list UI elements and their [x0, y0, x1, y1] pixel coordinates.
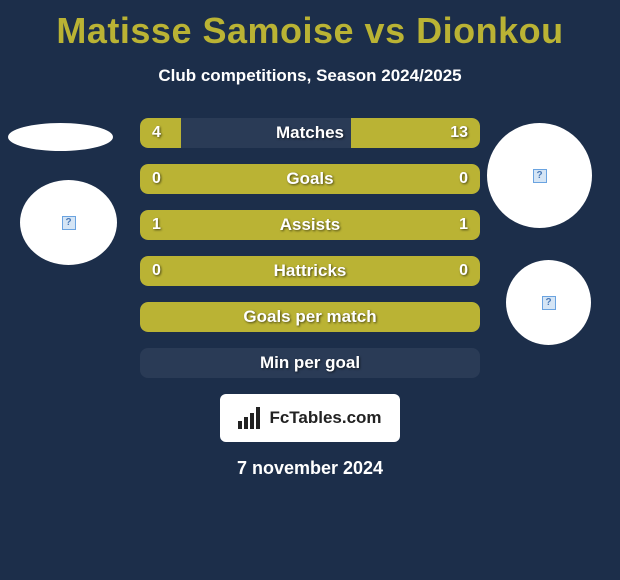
placeholder-icon: ? [533, 169, 547, 183]
stat-label: Assists [140, 210, 480, 240]
avatar-left-badge: ? [20, 180, 117, 265]
comparison-bars: 413Matches 00Goals 11Assists 00Hattricks Goa… [140, 118, 480, 378]
footer-date: 7 november 2024 [0, 458, 620, 479]
stat-label: Matches [140, 118, 480, 148]
stat-row: 11Assists [140, 210, 480, 240]
page-title: Matisse Samoise vs Dionkou [0, 0, 620, 52]
stat-label: Min per goal [140, 348, 480, 378]
page-subtitle: Club competitions, Season 2024/2025 [0, 66, 620, 86]
brand-box: FcTables.com [220, 394, 400, 442]
brand-bars-icon [238, 407, 264, 429]
stat-label: Goals [140, 164, 480, 194]
stat-row: 00Hattricks [140, 256, 480, 286]
avatar-right-player: ? [487, 123, 592, 228]
placeholder-icon: ? [62, 216, 76, 230]
stat-row: 00Goals [140, 164, 480, 194]
stat-label: Hattricks [140, 256, 480, 286]
brand-text: FcTables.com [269, 408, 381, 428]
avatar-left-oval [8, 123, 113, 151]
stat-row: Goals per match [140, 302, 480, 332]
avatar-right-badge: ? [506, 260, 591, 345]
placeholder-icon: ? [542, 296, 556, 310]
stat-label: Goals per match [140, 302, 480, 332]
stat-row: 413Matches [140, 118, 480, 148]
stat-row: Min per goal [140, 348, 480, 378]
